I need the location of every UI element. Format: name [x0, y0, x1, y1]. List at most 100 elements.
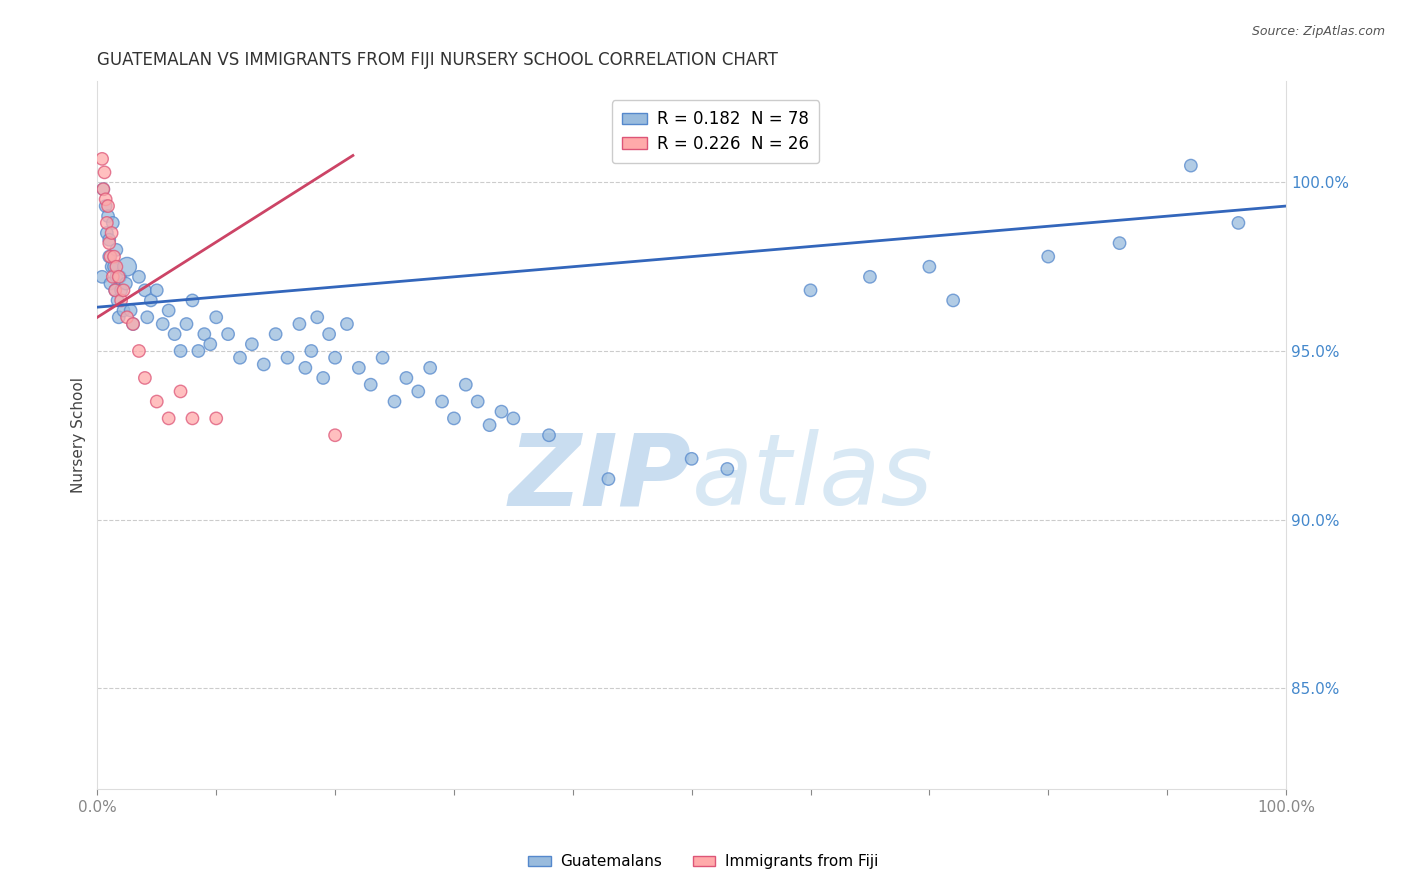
Point	[187, 343, 209, 358]
Point	[336, 317, 359, 331]
Point	[454, 377, 477, 392]
Point	[443, 411, 465, 425]
Point	[110, 293, 132, 308]
Point	[146, 394, 169, 409]
Point	[115, 260, 138, 274]
Point	[98, 250, 121, 264]
Point	[100, 260, 122, 274]
Point	[100, 277, 122, 291]
Point	[799, 283, 821, 297]
Point	[294, 360, 316, 375]
Point	[103, 260, 125, 274]
Point	[134, 283, 156, 297]
Point	[193, 327, 215, 342]
Point	[91, 152, 114, 166]
Point	[91, 269, 114, 284]
Point	[97, 199, 120, 213]
Point	[136, 310, 159, 325]
Point	[200, 337, 222, 351]
Point	[598, 472, 620, 486]
Text: Source: ZipAtlas.com: Source: ZipAtlas.com	[1251, 25, 1385, 38]
Point	[288, 317, 311, 331]
Point	[152, 317, 174, 331]
Point	[371, 351, 394, 365]
Point	[716, 462, 738, 476]
Point	[181, 293, 204, 308]
Point	[98, 233, 121, 247]
Text: GUATEMALAN VS IMMIGRANTS FROM FIJI NURSERY SCHOOL CORRELATION CHART: GUATEMALAN VS IMMIGRANTS FROM FIJI NURSE…	[97, 51, 779, 69]
Point	[169, 384, 191, 399]
Point	[323, 351, 346, 365]
Point	[107, 293, 129, 308]
Point	[128, 343, 150, 358]
Point	[107, 269, 129, 284]
Point	[323, 428, 346, 442]
Point	[1180, 159, 1202, 173]
Point	[157, 303, 180, 318]
Point	[91, 182, 114, 196]
Point	[395, 371, 418, 385]
Point	[318, 327, 340, 342]
Point	[104, 283, 127, 297]
Point	[139, 293, 162, 308]
Point	[105, 260, 128, 274]
Point	[122, 317, 145, 331]
Point	[105, 269, 128, 284]
Legend: R = 0.182  N = 78, R = 0.226  N = 26: R = 0.182 N = 78, R = 0.226 N = 26	[612, 100, 818, 163]
Y-axis label: Nursery School: Nursery School	[72, 377, 86, 493]
Point	[108, 269, 131, 284]
Point	[146, 283, 169, 297]
Point	[467, 394, 489, 409]
Text: ZIP: ZIP	[509, 429, 692, 526]
Point	[312, 371, 335, 385]
Legend: Guatemalans, Immigrants from Fiji: Guatemalans, Immigrants from Fiji	[522, 848, 884, 875]
Point	[1227, 216, 1250, 230]
Point	[859, 269, 882, 284]
Point	[347, 360, 370, 375]
Point	[1108, 236, 1130, 251]
Point	[163, 327, 186, 342]
Point	[176, 317, 198, 331]
Point	[253, 358, 276, 372]
Point	[157, 411, 180, 425]
Point	[122, 317, 145, 331]
Point	[112, 303, 135, 318]
Point	[100, 250, 122, 264]
Point	[205, 310, 228, 325]
Point	[918, 260, 941, 274]
Point	[101, 269, 124, 284]
Point	[169, 343, 191, 358]
Point	[120, 303, 142, 318]
Point	[478, 418, 501, 433]
Point	[229, 351, 252, 365]
Point	[264, 327, 287, 342]
Point	[96, 226, 118, 240]
Point	[112, 283, 135, 297]
Point	[97, 209, 120, 223]
Point	[502, 411, 524, 425]
Point	[205, 411, 228, 425]
Point	[277, 351, 299, 365]
Point	[419, 360, 441, 375]
Point	[115, 277, 138, 291]
Point	[181, 411, 204, 425]
Point	[104, 283, 127, 297]
Point	[101, 216, 124, 230]
Point	[134, 371, 156, 385]
Text: atlas: atlas	[692, 429, 934, 526]
Point	[430, 394, 453, 409]
Point	[100, 226, 122, 240]
Point	[96, 216, 118, 230]
Point	[307, 310, 329, 325]
Point	[128, 269, 150, 284]
Point	[107, 310, 129, 325]
Point	[1038, 250, 1060, 264]
Point	[115, 310, 138, 325]
Point	[103, 250, 125, 264]
Point	[537, 428, 560, 442]
Point	[360, 377, 382, 392]
Point	[94, 192, 117, 206]
Point	[98, 236, 121, 251]
Point	[681, 451, 703, 466]
Point	[217, 327, 239, 342]
